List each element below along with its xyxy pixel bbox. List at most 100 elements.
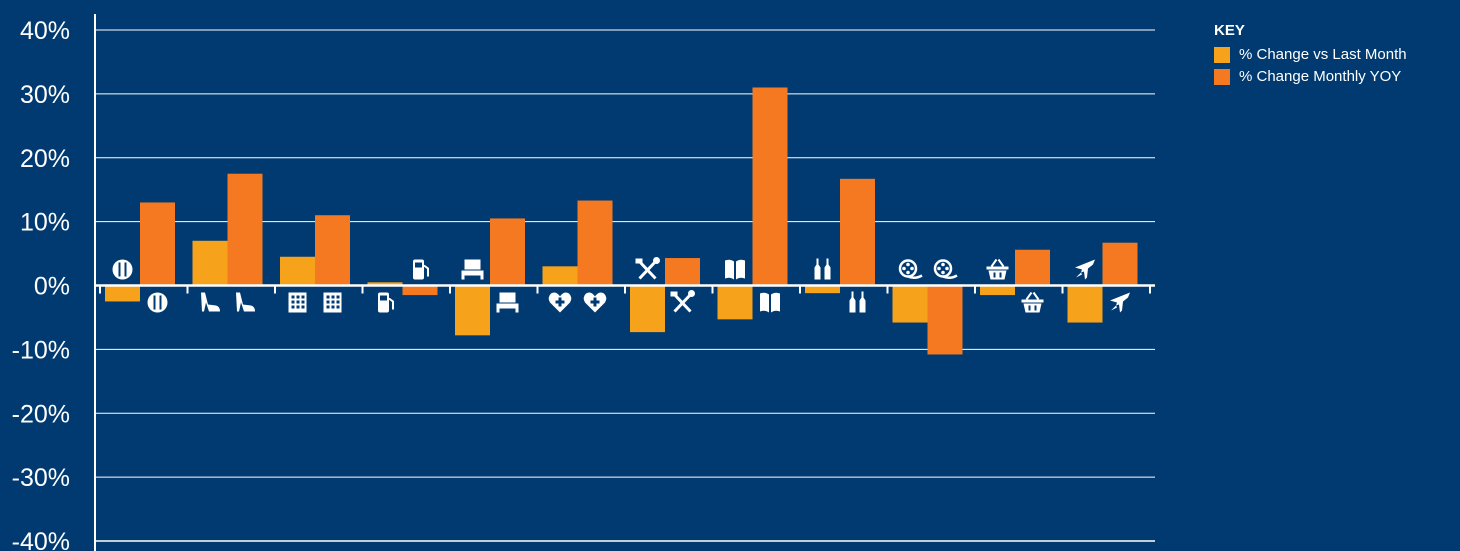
bottles-icon bbox=[814, 258, 831, 280]
bar-yoy-shoes bbox=[227, 173, 263, 286]
heart-cross-icon bbox=[583, 292, 607, 313]
bar-last-month-alcohol bbox=[805, 285, 840, 294]
icon-part bbox=[1110, 292, 1130, 313]
icon-part bbox=[1111, 305, 1117, 311]
bar-yoy-hardware bbox=[665, 258, 700, 286]
icon-part bbox=[906, 262, 910, 267]
icon-part bbox=[635, 258, 643, 264]
bar-last-month-health bbox=[542, 266, 578, 286]
icon-part bbox=[336, 295, 340, 299]
icon-part bbox=[326, 305, 330, 309]
sofa-icon bbox=[461, 259, 484, 280]
film-reel-icon bbox=[898, 259, 923, 280]
icon-part bbox=[988, 270, 1007, 280]
icon-part bbox=[849, 291, 856, 313]
icon-part bbox=[555, 300, 565, 304]
legend-title: KEY bbox=[1214, 22, 1245, 39]
bar-last-month-shoes bbox=[192, 240, 228, 286]
heart-cross-icon bbox=[548, 292, 572, 313]
icon-part bbox=[760, 292, 769, 313]
icon-part bbox=[1076, 272, 1082, 278]
fuel-pump-icon bbox=[413, 259, 429, 280]
bar-last-month-department-stores bbox=[280, 256, 315, 286]
icon-part bbox=[326, 300, 330, 304]
bar-yoy-books bbox=[752, 87, 788, 286]
icon-part bbox=[291, 295, 295, 299]
icon-part bbox=[301, 305, 305, 309]
icon-part bbox=[638, 259, 658, 280]
icon-part bbox=[906, 270, 910, 275]
icon-part bbox=[153, 295, 156, 310]
icon-part bbox=[670, 291, 678, 297]
bar-yoy-entertainment bbox=[927, 285, 963, 355]
icon-part bbox=[937, 266, 941, 271]
icon-part bbox=[1021, 299, 1044, 303]
high-heel-icon bbox=[201, 292, 220, 312]
icon-part bbox=[590, 300, 600, 304]
icon-part bbox=[415, 262, 422, 268]
icon-part bbox=[814, 258, 821, 280]
icon-part bbox=[331, 300, 335, 304]
icon-part bbox=[902, 266, 906, 271]
hammer-wrench-icon bbox=[635, 257, 660, 280]
bar-yoy-alcohol bbox=[840, 178, 875, 286]
icon-part bbox=[859, 291, 866, 313]
y-axis-labels: 40% 30% 20% 10% 0% -10% -20% -30% -40% bbox=[12, 17, 70, 551]
icon-part bbox=[999, 272, 1002, 278]
icon-part bbox=[201, 292, 220, 312]
icon-part bbox=[464, 259, 481, 270]
icon-part bbox=[461, 270, 484, 276]
bar-yoy-restaurants bbox=[140, 202, 175, 286]
icon-part bbox=[291, 305, 295, 309]
category-icons bbox=[112, 257, 1130, 313]
icon-part bbox=[326, 295, 330, 299]
bars bbox=[105, 87, 1138, 355]
icon-part bbox=[653, 257, 660, 264]
icon-part bbox=[1028, 305, 1031, 311]
icon-part bbox=[461, 275, 465, 280]
icon-part bbox=[990, 258, 1005, 268]
y-tick-label: -20% bbox=[12, 400, 70, 428]
book-icon bbox=[725, 259, 745, 280]
bar-last-month-travel bbox=[1067, 285, 1103, 323]
icon-part bbox=[423, 264, 429, 277]
icon-part bbox=[331, 295, 335, 299]
y-tick-label: 10% bbox=[20, 209, 70, 237]
icon-part bbox=[296, 300, 300, 304]
icon-part bbox=[1034, 305, 1037, 311]
icon-part bbox=[496, 308, 500, 313]
icon-part bbox=[124, 262, 127, 277]
bar-last-month-hardware bbox=[630, 285, 665, 333]
icon-part bbox=[941, 270, 945, 275]
icon-part bbox=[771, 292, 780, 313]
icon-part bbox=[499, 292, 516, 303]
y-tick-label: 40% bbox=[20, 17, 70, 45]
airplane-icon bbox=[1075, 259, 1095, 280]
legend-label-yoy: % Change Monthly YOY bbox=[1239, 68, 1402, 85]
high-heel-icon bbox=[236, 292, 255, 312]
icon-part bbox=[159, 295, 162, 310]
icon-part bbox=[910, 266, 914, 271]
icon-part bbox=[147, 292, 168, 313]
icon-part bbox=[301, 300, 305, 304]
bar-last-month-furniture bbox=[455, 285, 490, 336]
icon-part bbox=[118, 262, 121, 277]
bar-last-month-restaurants bbox=[105, 285, 140, 302]
icon-part bbox=[824, 258, 831, 280]
bar-yoy-furniture bbox=[490, 218, 525, 286]
icon-part bbox=[336, 300, 340, 304]
icon-part bbox=[942, 274, 958, 280]
fuel-pump-icon bbox=[378, 292, 394, 313]
y-tick-label: -40% bbox=[12, 528, 70, 551]
bottles-icon bbox=[849, 291, 866, 313]
grid-lines bbox=[95, 29, 1155, 478]
bar-last-month-groceries bbox=[980, 285, 1015, 296]
icon-part bbox=[945, 266, 949, 271]
icon-part bbox=[986, 266, 1009, 270]
y-tick-label: -10% bbox=[12, 336, 70, 364]
icon-part bbox=[725, 259, 734, 280]
bar-last-month-books bbox=[717, 285, 753, 320]
bar-yoy-groceries bbox=[1015, 249, 1050, 286]
icon-part bbox=[236, 292, 255, 312]
icon-part bbox=[331, 305, 335, 309]
